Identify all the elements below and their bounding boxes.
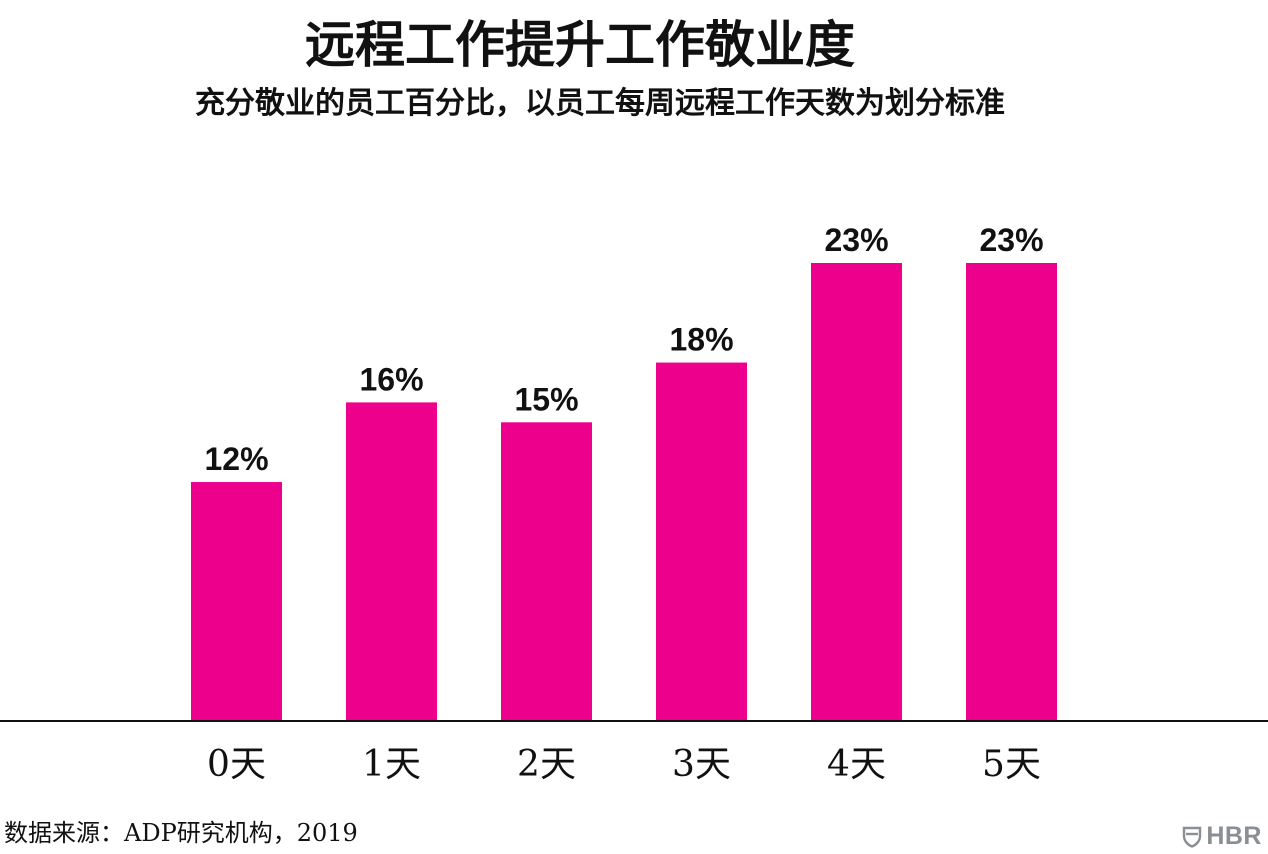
- data-source-note: 数据来源：ADP研究机构，2019: [4, 819, 358, 847]
- x-tick-label: 3天: [672, 744, 731, 785]
- bar-3: [656, 362, 747, 721]
- chart-title: 远程工作提升工作敬业度: [305, 15, 855, 74]
- x-tick-label: 5天: [982, 744, 1041, 785]
- bar-0: [191, 482, 282, 721]
- bar-value-label: 12%: [204, 441, 268, 477]
- bar-value-label: 23%: [824, 222, 888, 258]
- x-tick-label: 1天: [362, 744, 421, 785]
- x-tick-label: 2天: [517, 744, 576, 785]
- x-tick-label: 4天: [827, 744, 886, 785]
- logo-text: HBR: [1206, 822, 1262, 850]
- chart-subtitle: 充分敬业的员工百分比，以员工每周远程工作天数为划分标准: [195, 86, 1005, 121]
- bar-1: [346, 402, 437, 721]
- shield-icon: [1182, 826, 1202, 848]
- bar-value-label: 18%: [669, 322, 733, 358]
- hbr-logo: HBR: [1182, 822, 1262, 851]
- bar-value-label: 16%: [359, 361, 423, 397]
- bar-value-label: 23%: [979, 222, 1043, 258]
- x-tick-label: 0天: [207, 744, 266, 785]
- bar-2: [501, 422, 592, 721]
- bar-value-label: 15%: [514, 381, 578, 417]
- bar-5: [966, 263, 1057, 721]
- bar-4: [811, 263, 902, 721]
